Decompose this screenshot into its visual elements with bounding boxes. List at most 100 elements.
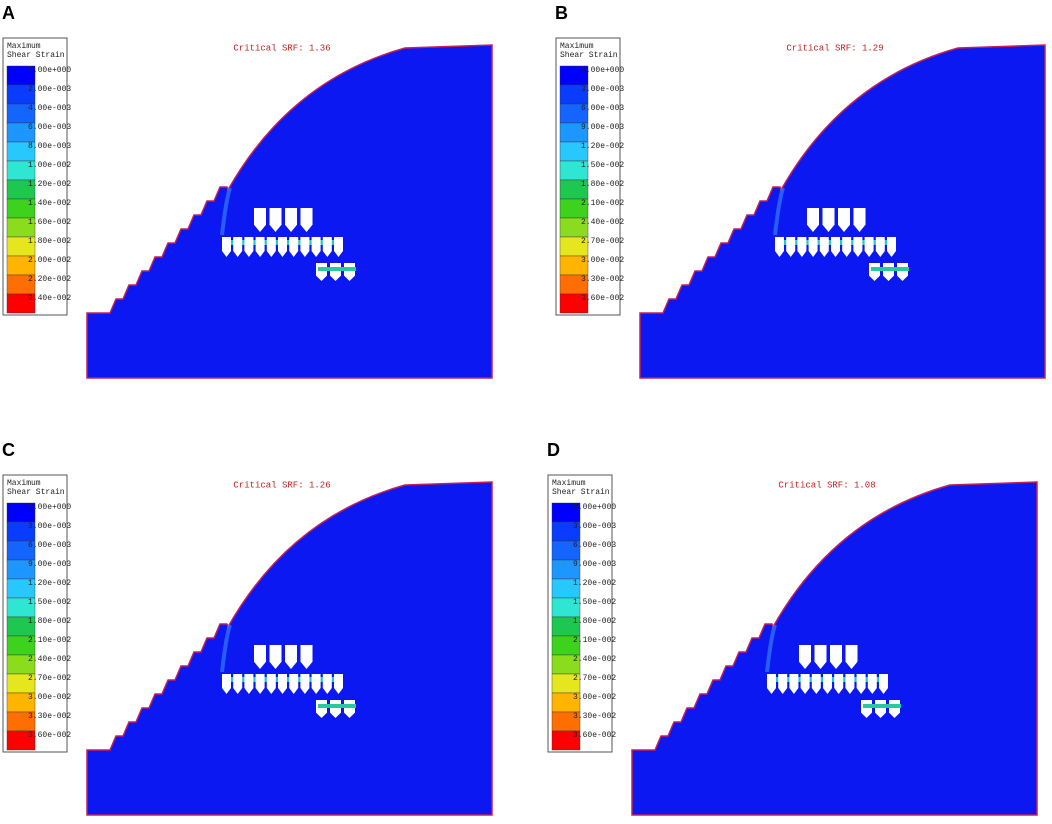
legend-label: 3.00e-002 [581, 256, 624, 265]
pile [811, 674, 821, 694]
legend-label: 1.50e-002 [28, 598, 71, 607]
legend-label: 3.30e-002 [581, 275, 624, 284]
legend-label: 1.80e-002 [581, 180, 624, 189]
pile [233, 237, 243, 257]
pile [269, 208, 282, 232]
panel-label: D [547, 440, 560, 460]
legend-title: Maximum [7, 479, 41, 488]
pile [285, 645, 297, 669]
pile [285, 208, 297, 232]
pile [266, 237, 276, 257]
pile [255, 674, 265, 694]
legend-label: 2.70e-002 [573, 674, 616, 683]
pile [300, 208, 313, 232]
legend-title: Shear Strain [7, 51, 65, 60]
strain-band [773, 187, 785, 236]
pile [254, 645, 266, 669]
legend-label: 2.40e-002 [581, 218, 624, 227]
legend-label: 1.80e-002 [28, 617, 71, 626]
legend-label: 9.00e-003 [581, 123, 624, 132]
pile [775, 237, 784, 257]
legend-label: 1.00e-002 [28, 161, 71, 170]
legend-label: 1.20e-002 [581, 142, 624, 151]
pile [233, 674, 243, 694]
pile [831, 237, 840, 257]
legend-swatch [6, 730, 36, 751]
pile [244, 237, 254, 257]
legend-label: 0.00e+000 [573, 503, 616, 512]
legend-label: 2.20e-002 [28, 275, 71, 284]
legend-label: 4.00e-003 [28, 104, 71, 113]
pile [300, 674, 310, 694]
legend-title: Maximum [7, 42, 41, 51]
pile [300, 237, 310, 257]
legend-label: 3.60e-002 [28, 731, 71, 740]
legend-label: 2.10e-002 [573, 636, 616, 645]
legend-swatch [551, 730, 581, 751]
pile [266, 674, 276, 694]
legend-title: Maximum [560, 42, 594, 51]
pile [255, 237, 265, 257]
legend-title: Maximum [552, 479, 586, 488]
legend-label: 1.80e-002 [28, 237, 71, 246]
panel-title: Critical SRF: 1.26 [233, 480, 330, 490]
pile [808, 237, 818, 257]
strain-band [220, 187, 232, 236]
legend-label: 8.00e-003 [28, 142, 71, 151]
legend-label: 3.30e-002 [28, 712, 71, 721]
pile [879, 674, 888, 694]
legend-label: 0.00e+000 [28, 503, 71, 512]
pile [838, 208, 850, 232]
pile [800, 674, 810, 694]
strain-band [220, 624, 232, 673]
pile [875, 237, 885, 257]
pile [289, 237, 299, 257]
legend-label: 2.00e-003 [28, 85, 71, 94]
legend-title: Shear Strain [552, 488, 610, 497]
pile [767, 674, 776, 694]
legend-label: 3.00e-002 [573, 693, 616, 702]
pile [311, 237, 321, 257]
pile [856, 674, 866, 694]
pile [269, 645, 282, 669]
pile [830, 645, 842, 669]
pile [300, 645, 313, 669]
legend-swatch [6, 293, 36, 314]
legend-label: 3.00e-003 [581, 85, 624, 94]
legend-label: 1.20e-002 [28, 180, 71, 189]
pile [222, 237, 231, 257]
pile [853, 208, 866, 232]
legend-label: 6.00e-003 [28, 541, 71, 550]
legend-label: 1.50e-002 [581, 161, 624, 170]
pile [887, 237, 896, 257]
legend-label: 6.00e-003 [573, 541, 616, 550]
panel-label: B [555, 3, 568, 23]
panel-title: Critical SRF: 1.29 [786, 43, 883, 53]
legend-label: 3.60e-002 [581, 294, 624, 303]
legend-label: 9.00e-003 [573, 560, 616, 569]
panel-title: Critical SRF: 1.36 [233, 43, 330, 53]
legend-label: 3.60e-002 [573, 731, 616, 740]
pile [778, 674, 788, 694]
legend-label: 3.00e-003 [573, 522, 616, 531]
pile [278, 674, 287, 694]
legend-label: 1.20e-002 [573, 579, 616, 588]
legend-label: 2.10e-002 [581, 199, 624, 208]
pile [799, 645, 811, 669]
pile [867, 674, 877, 694]
pile [845, 645, 858, 669]
pile [823, 674, 832, 694]
pile [864, 237, 874, 257]
pile [278, 237, 287, 257]
legend-label: 2.40e-002 [573, 655, 616, 664]
strain-zone [863, 704, 901, 708]
legend-label: 2.70e-002 [28, 674, 71, 683]
legend-label: 1.40e-002 [28, 199, 71, 208]
pile [254, 208, 266, 232]
legend-label: 1.80e-002 [573, 617, 616, 626]
pile [322, 237, 332, 257]
